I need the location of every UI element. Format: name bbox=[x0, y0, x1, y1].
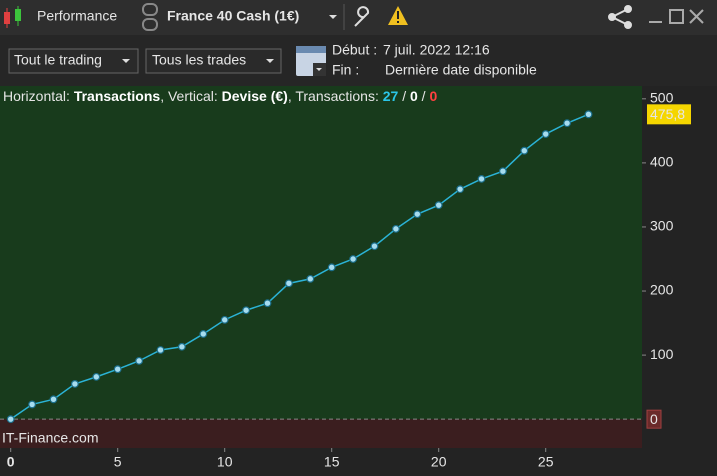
start-value: 7 juil. 2022 12:16 bbox=[383, 42, 490, 58]
point bbox=[413, 210, 422, 219]
y-tick-label: 0 bbox=[650, 411, 658, 427]
trading-filter[interactable]: Tout le trading bbox=[14, 52, 102, 68]
wrench-icon[interactable] bbox=[354, 6, 370, 27]
point bbox=[285, 279, 293, 288]
point bbox=[92, 372, 101, 381]
point bbox=[327, 263, 336, 272]
point bbox=[6, 415, 15, 424]
point bbox=[520, 146, 529, 155]
x-tick-label: 20 bbox=[431, 454, 447, 470]
header-part: / bbox=[398, 88, 410, 104]
header-part: 27 bbox=[383, 88, 399, 104]
trades-dropdown[interactable] bbox=[145, 48, 282, 74]
header-part: Transactions bbox=[74, 88, 161, 104]
dropdown-arrow bbox=[122, 59, 130, 63]
x-tick-label: 10 bbox=[217, 454, 233, 470]
end-value: Dernière date disponible bbox=[385, 62, 537, 78]
point bbox=[199, 330, 208, 338]
dropdown-arrow bbox=[266, 59, 274, 63]
header-part: , Vertical: bbox=[160, 88, 221, 104]
plot bbox=[0, 110, 642, 424]
point bbox=[541, 130, 550, 138]
title-bar bbox=[0, 0, 717, 35]
last-value-box bbox=[647, 104, 691, 125]
y-tick-label: 500 bbox=[650, 90, 674, 106]
point bbox=[113, 365, 122, 374]
zero-label-box bbox=[646, 409, 662, 429]
header-part: , Transactions: bbox=[288, 88, 383, 104]
app-title: Performance bbox=[37, 8, 117, 24]
point bbox=[70, 380, 79, 388]
point bbox=[135, 356, 144, 365]
point bbox=[220, 315, 229, 324]
header-part: / bbox=[418, 88, 430, 104]
calendar-icon[interactable] bbox=[296, 46, 326, 76]
point bbox=[499, 167, 507, 176]
x-tick-label: 15 bbox=[324, 454, 340, 470]
trading-dropdown[interactable] bbox=[8, 48, 139, 74]
point bbox=[456, 185, 465, 194]
negative-zone bbox=[0, 419, 642, 448]
window-controls[interactable] bbox=[649, 9, 704, 24]
header-part: 0 bbox=[410, 88, 418, 104]
trades-filter[interactable]: Tous les trades bbox=[152, 52, 246, 68]
watermark: IT-Finance.com bbox=[2, 430, 98, 446]
point bbox=[563, 119, 571, 128]
instrument[interactable]: France 40 Cash (1€) bbox=[167, 8, 299, 24]
point bbox=[584, 110, 593, 119]
point bbox=[177, 342, 186, 351]
point bbox=[306, 274, 315, 283]
point bbox=[263, 299, 272, 308]
point bbox=[349, 255, 358, 263]
y-tick-label: 400 bbox=[650, 154, 674, 170]
point bbox=[477, 175, 486, 183]
header-part: Horizontal: bbox=[3, 88, 74, 104]
point bbox=[49, 395, 58, 404]
header-part: Devise (€) bbox=[222, 88, 288, 104]
header-part: 0 bbox=[429, 88, 437, 104]
last-value-label: 475,8 bbox=[650, 106, 685, 122]
y-tick-label: 300 bbox=[650, 218, 674, 234]
share-icon[interactable] bbox=[608, 5, 632, 29]
end-label: Fin : bbox=[332, 62, 359, 78]
point bbox=[370, 242, 379, 251]
y-tick-label: 100 bbox=[650, 346, 674, 362]
start-label: Début : bbox=[332, 42, 377, 58]
equity-line bbox=[10, 113, 589, 420]
candle-icon bbox=[4, 6, 21, 28]
point bbox=[434, 201, 443, 210]
warning-icon[interactable] bbox=[388, 6, 408, 25]
point bbox=[156, 346, 165, 354]
x-tick-label: 0 bbox=[7, 454, 15, 470]
y-tick-label: 200 bbox=[650, 282, 674, 298]
point bbox=[28, 400, 36, 409]
point bbox=[392, 224, 400, 233]
x-tick-label: 5 bbox=[114, 454, 122, 470]
link-icon[interactable] bbox=[142, 3, 158, 31]
x-tick-label: 25 bbox=[538, 454, 554, 470]
dropdown-arrow bbox=[329, 15, 337, 19]
chart-header: Horizontal: Transactions, Vertical: Devi… bbox=[3, 88, 437, 104]
point bbox=[242, 306, 251, 315]
